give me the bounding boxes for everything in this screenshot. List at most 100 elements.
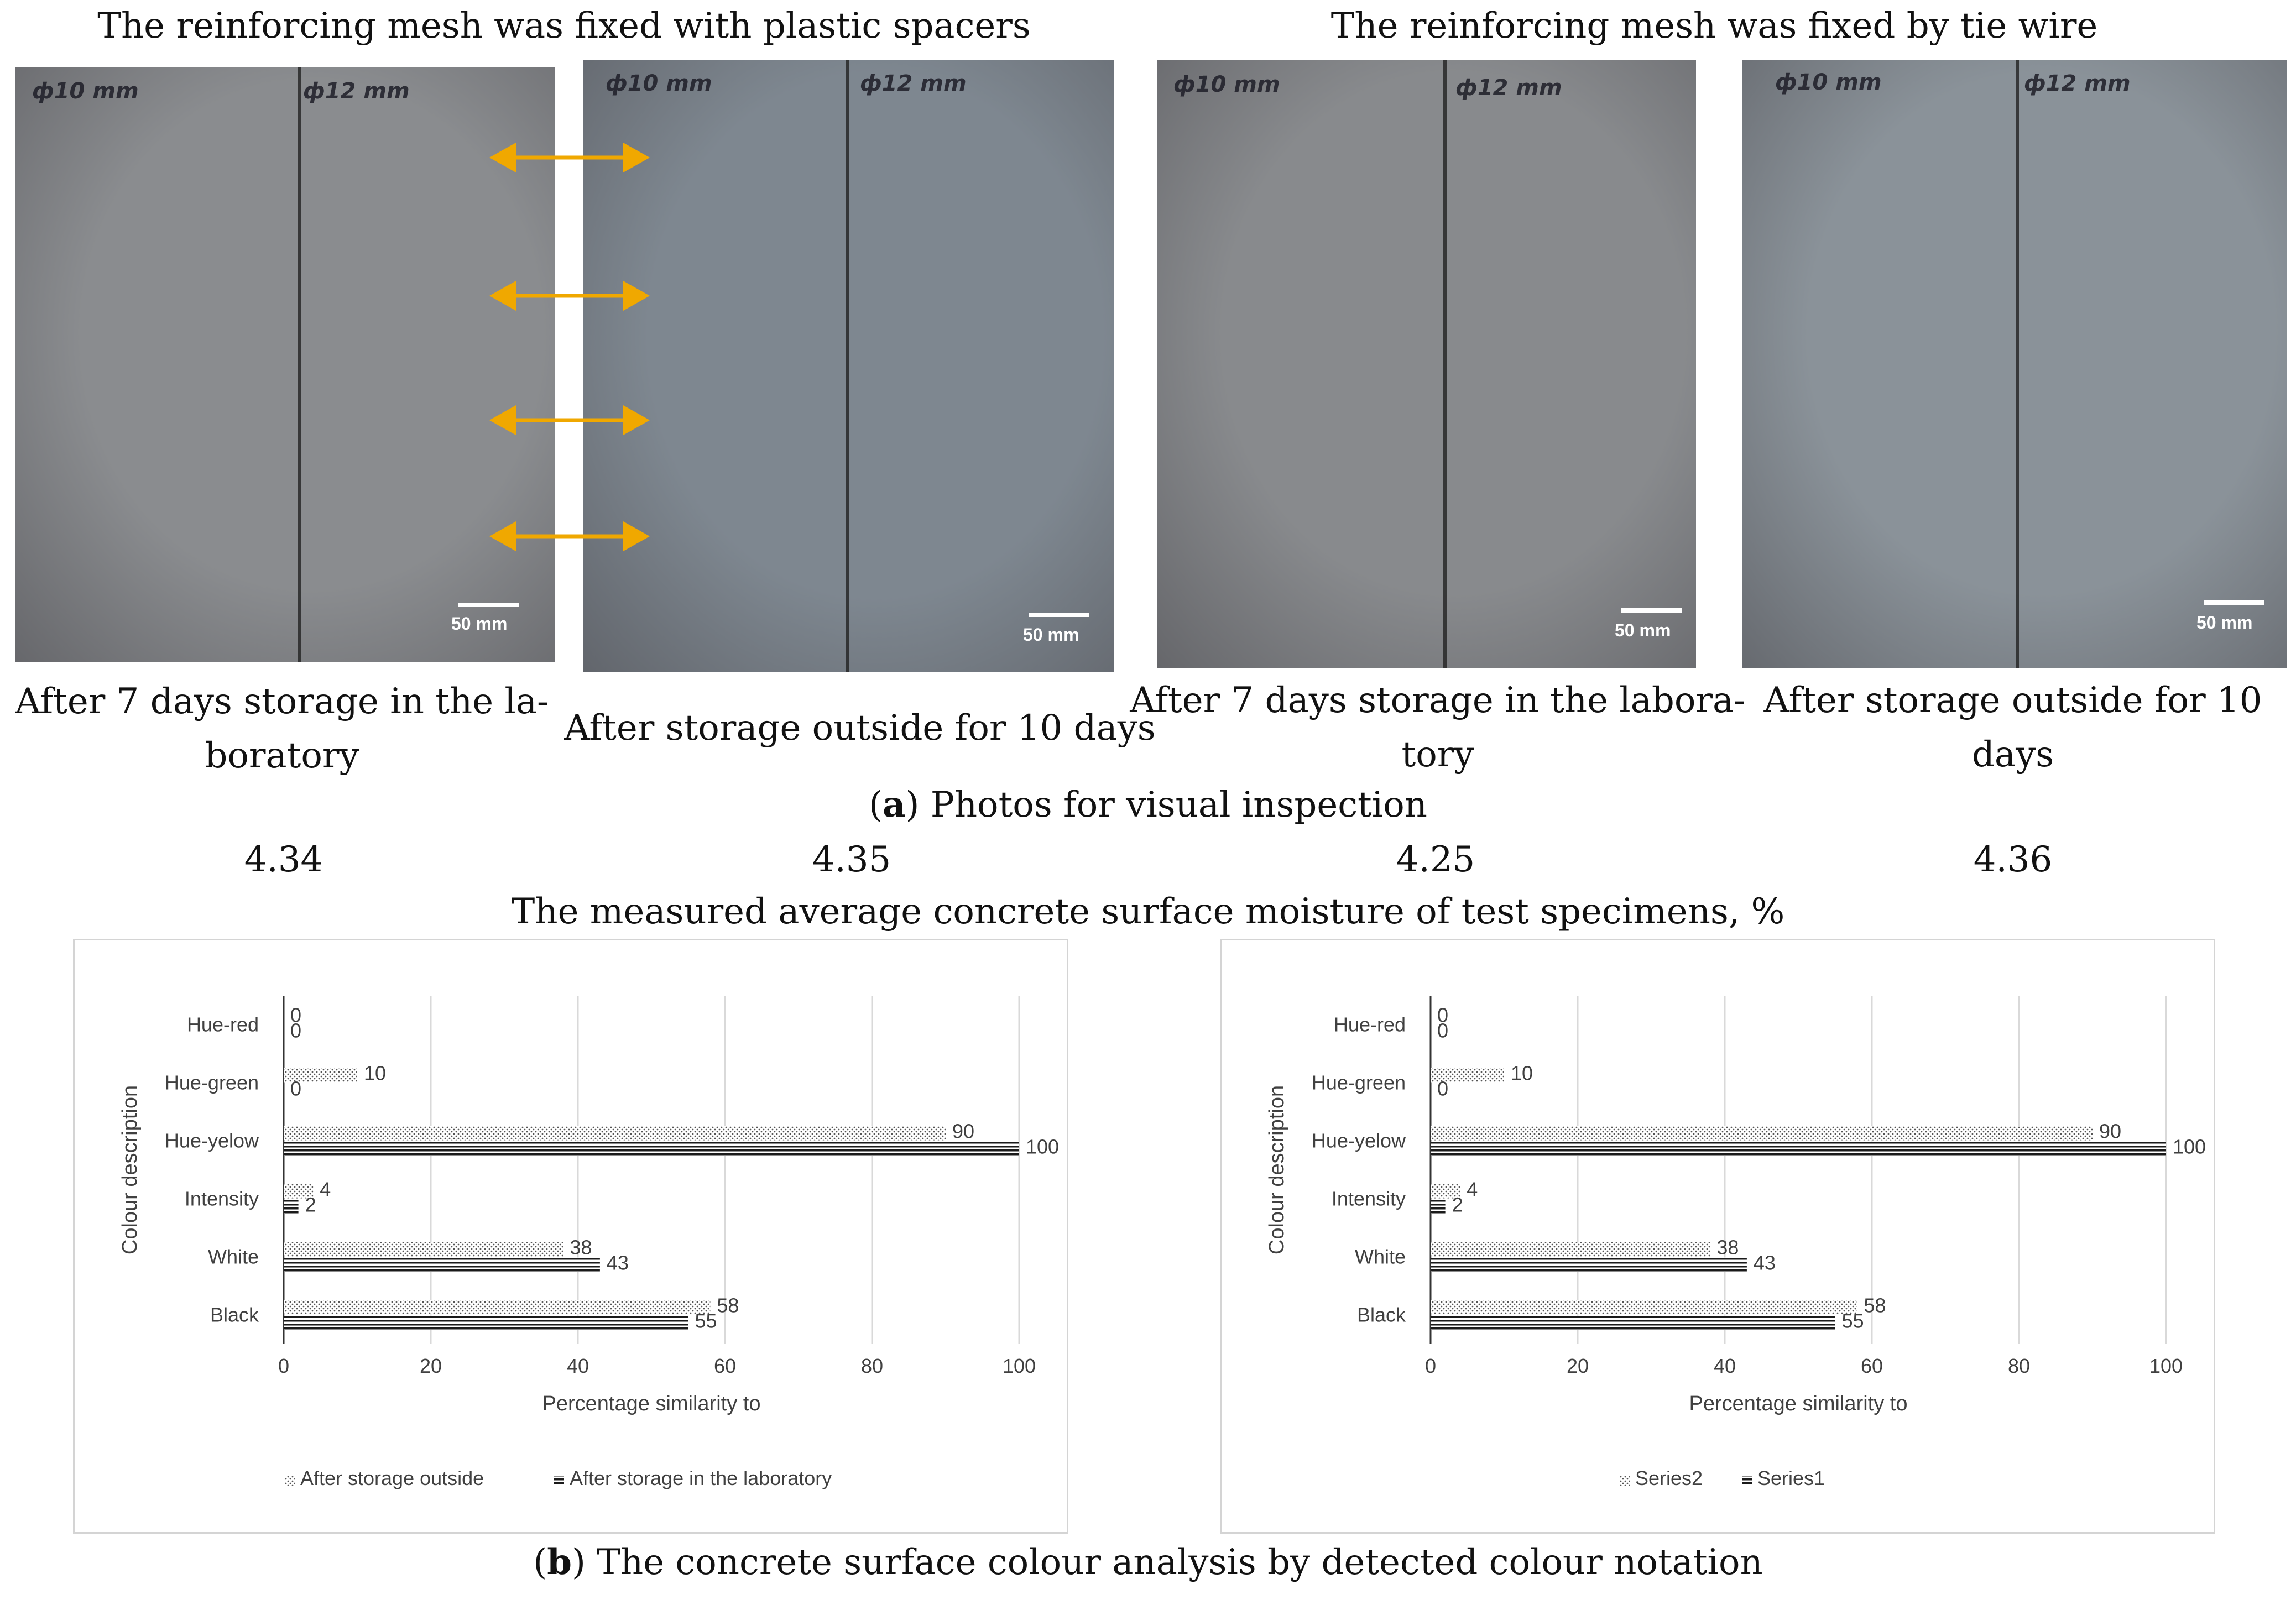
double-arrow-icon xyxy=(489,405,650,435)
category-label: White xyxy=(208,1246,259,1268)
data-label: 0 xyxy=(1437,1078,1448,1100)
data-label: 100 xyxy=(1026,1136,1059,1158)
moisture-value: 4.35 xyxy=(812,839,891,880)
legend-label: After storage in the laboratory xyxy=(570,1467,832,1489)
scale-label: 50 mm xyxy=(1615,620,1671,640)
bar xyxy=(284,1199,299,1214)
x-tick-label: 0 xyxy=(1425,1355,1436,1377)
scale-bar xyxy=(2204,600,2264,605)
data-label: 4 xyxy=(320,1178,331,1201)
legend: Series2 Series1 xyxy=(1620,1467,1825,1489)
bar xyxy=(1431,1126,2093,1141)
data-label: 43 xyxy=(1754,1252,1776,1274)
colour-analysis-chart-right: 0 20 40 60 80 100 Hue-red 0 0 Hue-green 10 0 Hue-yel… xyxy=(1220,939,2215,1534)
bar xyxy=(1431,1257,1747,1272)
data-label: 38 xyxy=(570,1236,592,1259)
bar xyxy=(284,1184,314,1199)
photo-caption: After 7 days storage in the labora-tory xyxy=(1130,680,1746,775)
moisture-value: 4.25 xyxy=(1396,839,1475,880)
category-label: Intensity xyxy=(1332,1188,1406,1210)
caption-a: (a) Photos for visual inspection xyxy=(869,784,1427,825)
moisture-title: The measured average concrete surface mo… xyxy=(511,891,1785,932)
photo-caption: After storage outside for 10 days xyxy=(564,708,1156,749)
data-label: 2 xyxy=(1452,1194,1463,1216)
legend-label: Series1 xyxy=(1757,1467,1825,1489)
bar xyxy=(1431,1315,1835,1330)
data-label: 43 xyxy=(607,1252,629,1274)
legend-swatch xyxy=(1742,1476,1752,1486)
group-heading-spacers: The reinforcing mesh was fixed with plas… xyxy=(97,6,1031,46)
category-label: Hue-green xyxy=(1312,1071,1406,1094)
data-label: 58 xyxy=(717,1294,739,1317)
bar xyxy=(284,1300,711,1315)
caption-b: (b) The concrete surface colour analysis… xyxy=(533,1541,1763,1583)
group-heading-tie-wire: The reinforcing mesh was fixed by tie wi… xyxy=(1330,6,2098,46)
legend-label: After storage outside xyxy=(300,1467,484,1489)
scale-bar xyxy=(458,603,519,607)
data-label: 0 xyxy=(1437,1004,1448,1027)
legend-label: Series2 xyxy=(1635,1467,1703,1489)
x-tick-label: 80 xyxy=(861,1355,883,1377)
bar xyxy=(1431,1141,2166,1156)
data-label: 4 xyxy=(1467,1178,1478,1201)
data-label: 55 xyxy=(695,1310,717,1332)
data-label: 90 xyxy=(952,1120,974,1143)
y-axis-title: Colour description xyxy=(1265,1085,1288,1254)
data-label: 0 xyxy=(290,1078,301,1100)
photo-caption: After 7 days storage in the la-boratory xyxy=(15,681,549,776)
data-label: 2 xyxy=(305,1194,316,1216)
bar-diameter-mark: ф12 mm xyxy=(1455,75,1562,101)
moisture-value: 4.36 xyxy=(1973,839,2053,880)
bar-diameter-mark: ф12 mm xyxy=(303,79,410,104)
x-tick-label: 0 xyxy=(278,1355,289,1377)
scale-bar xyxy=(1621,608,1682,613)
colour-analysis-chart-left: 0 20 40 60 80 100 Hue-red 0 0 Hue-green 10 0 Hue-yel… xyxy=(73,939,1068,1534)
bar xyxy=(284,1126,946,1141)
legend-swatch xyxy=(1620,1476,1630,1486)
x-tick-label: 60 xyxy=(714,1355,736,1377)
category-label: White xyxy=(1355,1246,1406,1268)
bar-diameter-mark: ф10 mm xyxy=(1775,70,1882,95)
specimen-photo-spacers-outside: ф10 mm ф12 mm 50 mm xyxy=(583,60,1114,672)
x-tick-label: 80 xyxy=(2008,1355,2030,1377)
double-arrow-icon xyxy=(489,143,650,172)
legend-swatch xyxy=(554,1476,564,1486)
x-tick-label: 40 xyxy=(567,1355,589,1377)
bar-diameter-mark: ф10 mm xyxy=(606,71,712,96)
data-label: 0 xyxy=(290,1004,301,1027)
double-arrow-icon xyxy=(489,281,650,311)
scale-label: 50 mm xyxy=(451,614,508,634)
bar xyxy=(284,1242,563,1257)
category-label: Hue-red xyxy=(1334,1013,1406,1036)
scale-bar xyxy=(1029,613,1089,617)
bar xyxy=(1431,1300,1857,1315)
data-label: 0 xyxy=(1437,1020,1448,1042)
x-axis-title: Percentage similarity to xyxy=(542,1392,761,1415)
category-label: Hue-green xyxy=(165,1071,259,1094)
data-label: 90 xyxy=(2099,1120,2121,1143)
x-tick-label: 100 xyxy=(2149,1355,2183,1377)
bar xyxy=(284,1141,1019,1156)
x-tick-label: 100 xyxy=(1003,1355,1036,1377)
data-label: 100 xyxy=(2173,1136,2206,1158)
bar xyxy=(284,1068,357,1083)
data-label: 58 xyxy=(1864,1294,1886,1317)
x-tick-label: 40 xyxy=(1714,1355,1736,1377)
specimen-photo-tie-wire-lab: ф10 mm ф12 mm 50 mm xyxy=(1157,60,1696,668)
category-label: Hue-red xyxy=(187,1013,259,1036)
specimen-photo-spacers-lab: ф10 mm ф12 mm 50 mm xyxy=(15,67,555,662)
bar-diameter-mark: ф12 mm xyxy=(2024,71,2131,96)
legend-swatch xyxy=(285,1476,295,1486)
bar xyxy=(1431,1068,1504,1083)
x-tick-label: 20 xyxy=(420,1355,442,1377)
moisture-value: 4.34 xyxy=(244,839,323,880)
bar-diameter-mark: ф10 mm xyxy=(32,79,139,104)
category-label: Black xyxy=(1357,1304,1406,1326)
x-tick-label: 20 xyxy=(1567,1355,1589,1377)
legend: After storage outside After storage in th… xyxy=(285,1467,832,1489)
category-label: Hue-yelow xyxy=(165,1130,259,1152)
data-label: 38 xyxy=(1716,1236,1739,1259)
category-label: Black xyxy=(210,1304,259,1326)
bar xyxy=(284,1257,600,1272)
data-label: 10 xyxy=(364,1062,386,1085)
